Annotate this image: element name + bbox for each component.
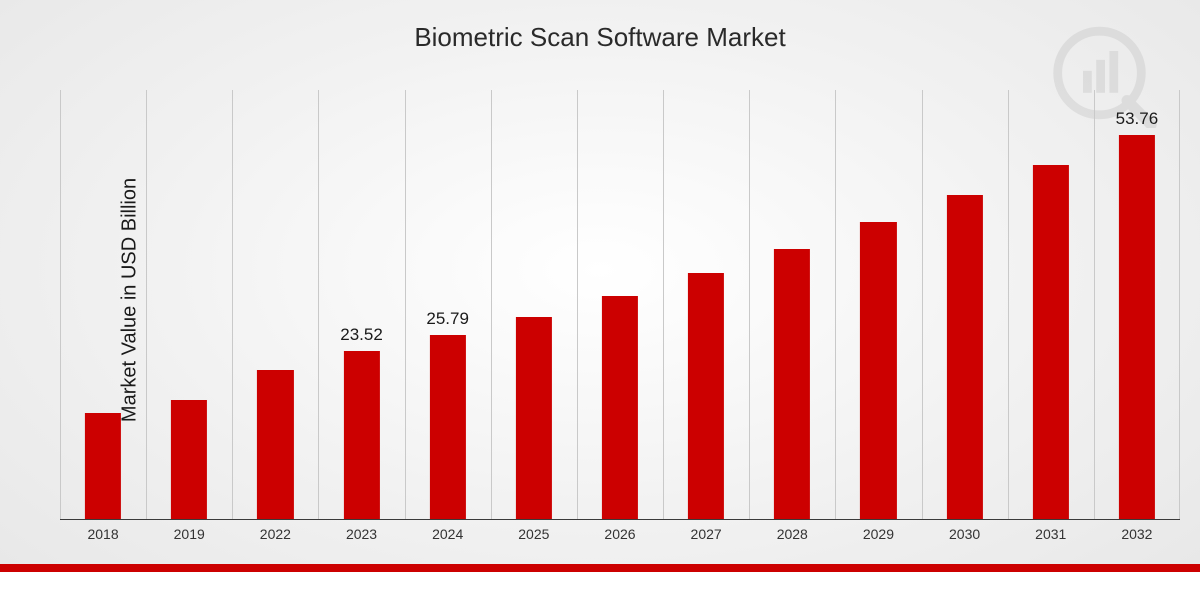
bar-cell [146,90,232,520]
bar-value-label: 25.79 [426,309,469,335]
bar-cell [922,90,1008,520]
x-axis-tick-label: 2019 [146,526,232,542]
bar-cell: 25.79 [405,90,491,520]
bar: 23.52 [343,351,379,520]
bar-cell [835,90,921,520]
x-axis-tick-label: 2024 [405,526,491,542]
x-axis-tick-label: 2023 [318,526,404,542]
bar-value-label: 53.76 [1116,109,1159,135]
x-axis-tick-label: 2027 [663,526,749,542]
grid-separator [60,90,61,520]
x-axis-tick-label: 2028 [749,526,835,542]
grid-separator [663,90,664,520]
bar [774,249,810,520]
bar: 25.79 [430,335,466,520]
bar-cell [663,90,749,520]
bar [688,273,724,520]
bar-value-label: 23.52 [340,325,383,351]
bar-cell [1008,90,1094,520]
footer-accent-bar [0,564,1200,572]
grid-separator [1094,90,1095,520]
bar [85,413,121,521]
bar: 53.76 [1119,135,1155,520]
grid-separator [405,90,406,520]
bar [602,296,638,520]
chart-title: Biometric Scan Software Market [0,22,1200,53]
bar [257,370,293,521]
bar-cell [577,90,663,520]
bar-cell: 23.52 [318,90,404,520]
chart-container: Biometric Scan Software Market Market Va… [0,0,1200,600]
grid-separator [491,90,492,520]
x-axis-baseline [60,519,1180,520]
x-axis-tick-label: 2026 [577,526,663,542]
grid-separator [835,90,836,520]
grid-separator [1179,90,1180,520]
grid-separator [146,90,147,520]
bar [947,195,983,520]
bar-cell [60,90,146,520]
bar-cell: 53.76 [1094,90,1180,520]
plot-area: 23.52 25.79 53.76 [60,90,1180,520]
x-axis-tick-label: 2022 [232,526,318,542]
bar [516,317,552,520]
x-axis-tick-label: 2029 [835,526,921,542]
x-axis-tick-label: 2018 [60,526,146,542]
x-axis-tick-label: 2025 [491,526,577,542]
bar-cell [749,90,835,520]
bar-cell [491,90,577,520]
bar [171,400,207,520]
grid-separator [749,90,750,520]
grid-separator [922,90,923,520]
bar [860,222,896,520]
x-axis-labels: 2018201920222023202420252026202720282029… [60,526,1180,556]
grid-separator [318,90,319,520]
footer-white-strip [0,572,1200,600]
bar [1033,165,1069,520]
x-axis-tick-label: 2032 [1094,526,1180,542]
bar-cell [232,90,318,520]
grid-separator [232,90,233,520]
x-axis-tick-label: 2031 [1008,526,1094,542]
bars-group: 23.52 25.79 53.76 [60,90,1180,520]
grid-separator [1008,90,1009,520]
grid-separator [577,90,578,520]
x-axis-tick-label: 2030 [922,526,1008,542]
